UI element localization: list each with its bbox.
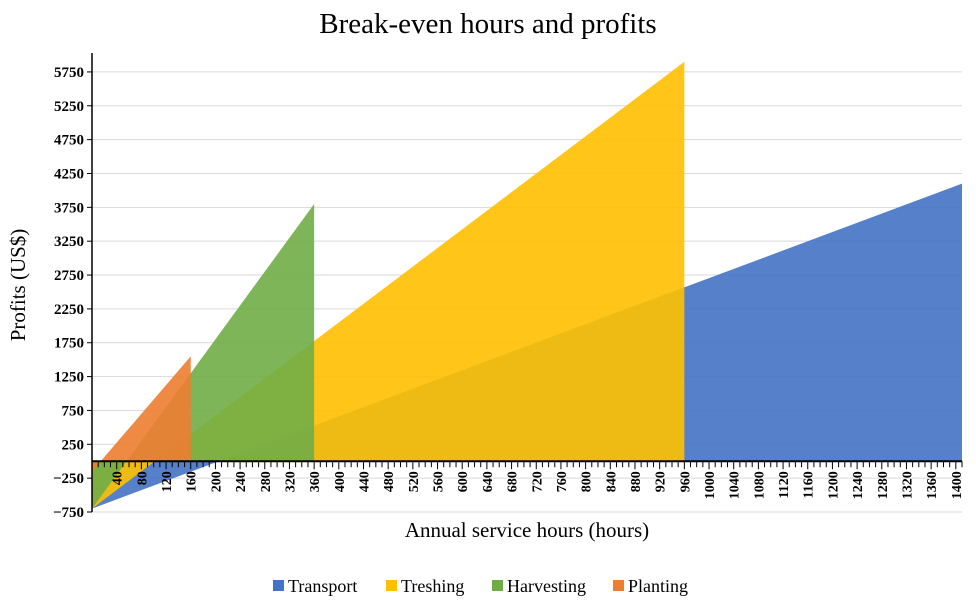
area-treshing (92, 61, 685, 509)
y-tick-label: −750 (53, 505, 84, 521)
legend-label-harvesting: Harvesting (507, 576, 586, 596)
x-tick-label: 480 (382, 471, 397, 492)
x-tick-label: 1320 (900, 471, 915, 499)
legend-label-planting: Planting (628, 576, 688, 596)
x-tick-label: 200 (209, 471, 224, 492)
x-tick-label: 920 (654, 471, 669, 492)
y-tick-label: 3750 (54, 200, 84, 216)
y-tick-label: 4750 (54, 133, 84, 149)
x-tick-label: 400 (333, 471, 348, 492)
x-tick-label: 880 (629, 471, 644, 492)
x-tick-label: 680 (506, 471, 521, 492)
x-tick-label: 720 (530, 471, 545, 492)
x-tick-label: 440 (357, 471, 372, 492)
legend-label-transport: Transport (288, 576, 357, 596)
x-tick-label: 1000 (703, 471, 718, 499)
legend-swatch-planting (613, 580, 624, 591)
x-tick-label: 1160 (802, 471, 817, 498)
x-tick-label: 160 (185, 471, 200, 492)
y-tick-label: 1250 (54, 370, 84, 386)
x-tick-label: 1240 (851, 471, 866, 499)
x-tick-label: 600 (456, 471, 471, 492)
y-tick-label: 2750 (54, 268, 84, 284)
x-tick-label: 360 (308, 471, 323, 492)
x-tick-label: 120 (160, 471, 175, 492)
x-tick-label: 560 (432, 471, 447, 492)
y-tick-label: 250 (62, 437, 85, 453)
x-tick-label: 280 (259, 471, 274, 492)
x-tick-label: 320 (283, 471, 298, 492)
area-planting (92, 356, 191, 472)
y-tick-label: 2250 (54, 302, 84, 318)
y-tick-label: 4250 (54, 166, 84, 182)
y-tick-label: 5750 (54, 65, 84, 81)
x-tick-label: 760 (555, 471, 570, 492)
y-tick-label: 1750 (54, 336, 84, 352)
x-tick-label: 1200 (826, 471, 841, 499)
x-axis-title: Annual service hours (hours) (405, 518, 649, 542)
x-tick-label: 520 (407, 471, 422, 492)
legend-label-treshing: Treshing (401, 576, 464, 596)
x-tick-label: 40 (111, 471, 126, 485)
chart-title: Break-even hours and profits (319, 8, 657, 40)
x-tick-label: 80 (135, 471, 150, 485)
x-tick-label: 960 (678, 471, 693, 492)
x-tick-label: 1040 (728, 471, 743, 499)
y-tick-label: −250 (53, 471, 84, 487)
x-tick-label: 1080 (752, 471, 767, 499)
legend-swatch-harvesting (492, 580, 503, 591)
x-tick-label: 1280 (876, 471, 891, 499)
x-tick-label: 840 (604, 471, 619, 492)
y-tick-label: 750 (62, 403, 85, 419)
y-axis-title: Profits (US$) (6, 229, 30, 342)
x-tick-label: 800 (580, 471, 595, 492)
y-tick-label: 5250 (54, 99, 84, 115)
y-tick-label: 3250 (54, 234, 84, 250)
legend-swatch-treshing (386, 580, 397, 591)
x-tick-label: 1360 (925, 471, 940, 499)
x-tick-label: 1120 (777, 471, 792, 498)
x-tick-label: 240 (234, 471, 249, 492)
x-tick-label: 1400 (950, 471, 965, 499)
x-tick-label: 640 (481, 471, 496, 492)
legend-swatch-transport (273, 580, 284, 591)
